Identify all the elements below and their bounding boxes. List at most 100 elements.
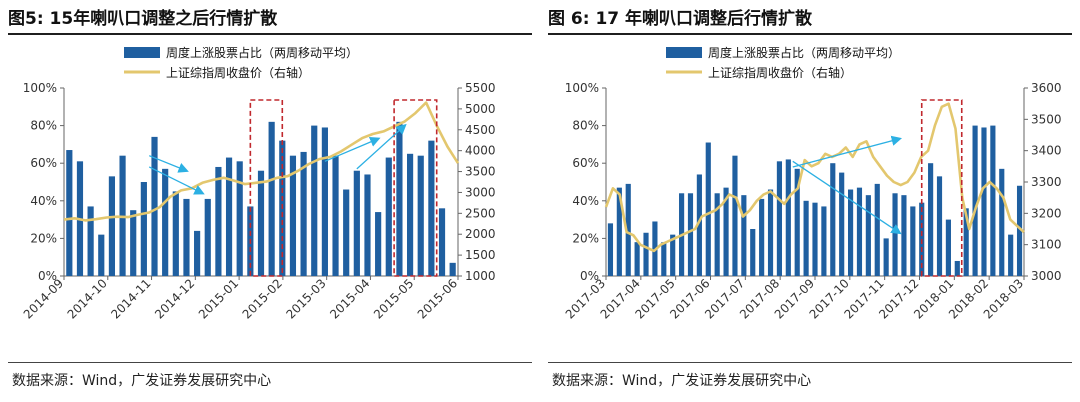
left-tick-label: 80% [572,119,599,133]
bar-week [321,127,328,276]
chart-title: 图5: 15年喇叭口调整之后行情扩散 [8,9,278,29]
left-tick-label: 40% [30,194,57,208]
legend-bar-swatch [124,47,160,58]
bar-week [616,187,622,276]
bar-week [670,234,676,276]
bar-week [634,242,640,276]
bar-week [204,198,211,276]
bar-week [289,155,297,276]
right-tick-label: 1000 [465,269,496,283]
left-tick-label: 60% [30,156,57,170]
bar-week [236,161,243,276]
bar-week [723,187,729,276]
bar-week [839,172,845,276]
bar-week [607,223,614,276]
highlight-box [920,99,963,277]
bar-week [1016,185,1023,276]
highlight-box [393,99,438,277]
bar-week [981,127,987,276]
source-divider [548,362,1072,363]
trend-arrow [792,160,902,235]
bar-week [215,166,222,276]
bar-week [343,189,350,276]
bar-week [625,183,631,276]
left-tick-label: 20% [572,231,599,245]
source-note: 数据来源：Wind，广发证券发展研究中心 [552,373,812,389]
bar-week [257,170,265,276]
legend-line-label: 上证综指周收盘价（右轴） [166,65,310,80]
bar-week [999,168,1005,276]
bar-week [883,238,889,276]
left-tick-label: 0% [580,269,599,283]
bar-week [87,206,94,276]
right-tick-label: 3400 [1031,144,1062,158]
left-tick-label: 20% [30,231,57,245]
highlight-box [249,99,284,277]
bar-week [406,153,414,276]
bar-week [714,193,720,276]
bar-week [901,195,907,276]
trend-arrow [356,123,407,170]
bar-week [687,193,694,276]
trend-arrow [148,166,205,195]
right-tick-label: 3600 [1031,81,1062,95]
bar-week [865,195,871,276]
bar-week [945,219,951,276]
right-tick-label: 3000 [465,185,496,199]
bar-week [892,193,898,276]
x-tick-label: 2015-03 [283,276,328,321]
bar-week [750,229,756,276]
chart-panel-right: 图 6: 17 年喇叭口调整后行情扩散 0% 20% 40% 60% 80% 100% 30… [548,0,1072,402]
left-tick-label: 60% [572,156,599,170]
bar-week [963,208,969,276]
bar-week [803,200,809,276]
x-tick-label: 2014-11 [108,276,153,321]
bar-week [661,242,667,276]
legend-bar-swatch [666,47,702,58]
bar-week [130,210,137,276]
bar-week [821,206,827,276]
bar-week [643,232,649,276]
right-tick-label: 3500 [465,165,496,179]
bar-week [954,260,960,276]
x-tick-label: 2015-05 [371,276,416,321]
bar-week [311,125,318,276]
bar-week [972,125,978,276]
bar-week [375,212,382,276]
left-tick-label: 40% [572,194,599,208]
bar-week [732,155,738,276]
index-close-line [604,102,1025,253]
bar-week [830,163,836,276]
bar-week [428,140,435,276]
bar-week [396,121,403,276]
bar-week [928,163,934,276]
bar-week [696,174,702,276]
x-tick-label: 2015-02 [240,276,285,321]
bar-week [194,230,201,276]
bar-week [172,191,179,276]
chart-title: 图 6: 17 年喇叭口调整后行情扩散 [548,9,813,29]
bar-week [449,262,456,276]
bar-week [66,150,73,276]
right-tick-label: 4500 [465,123,496,137]
bar-week [910,206,916,276]
trend-arrow [792,135,903,168]
left-tick-label: 100% [565,81,599,95]
bar-week [140,182,147,276]
right-tick-label: 3500 [1031,112,1062,126]
right-tick-label: 2500 [465,206,496,220]
x-tick-label: 2014-10 [65,276,110,321]
bar-week [151,136,158,276]
bar-week [776,161,783,276]
bar-week [794,168,800,276]
bar-week [300,151,307,276]
right-tick-label: 5500 [465,81,496,95]
bar-week [1008,234,1014,276]
bar-week [98,234,105,276]
trend-arrow [324,137,381,162]
bar-week [705,142,711,276]
bar-week [183,198,190,276]
legend-bar-label: 周度上涨股票占比（两周移动平均） [708,45,900,60]
chart-15-svg: 0% 20% 40% 60% 80% 100% 1000 1500 2000 2500 3000 35… [21,45,496,322]
bar-week [385,157,392,276]
